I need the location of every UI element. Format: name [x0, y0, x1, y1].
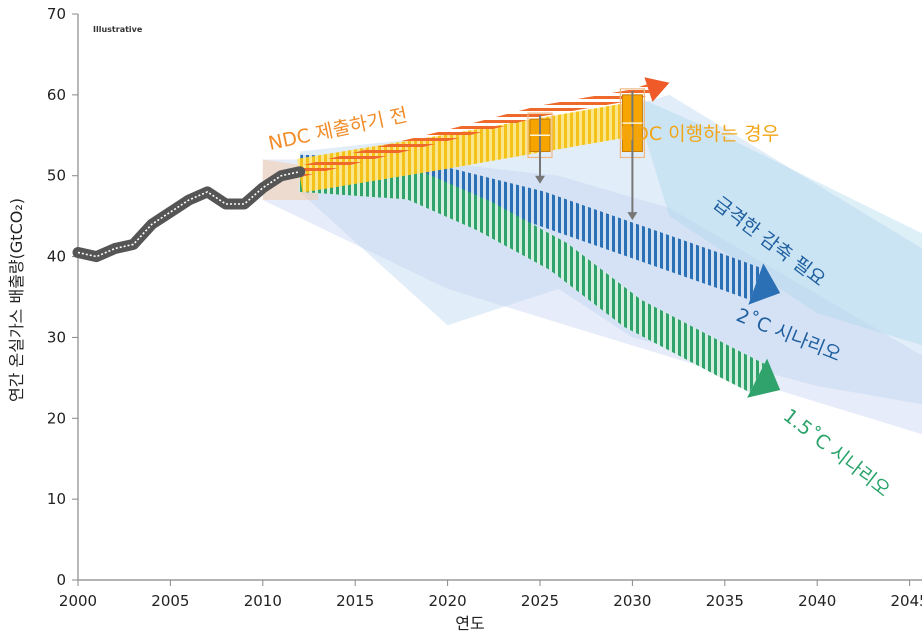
ndc-reduction-arrowhead — [627, 212, 638, 221]
y-tick-label: 40 — [47, 248, 66, 266]
x-tick-label: 2025 — [521, 592, 559, 610]
x-tick-label: 2005 — [151, 592, 189, 610]
historical-line — [77, 170, 300, 258]
pathway-rapid-head — [748, 263, 781, 305]
x-tick-label: 2000 — [59, 592, 97, 610]
x-axis-title: 연도 — [455, 614, 484, 633]
x-tick-label: 2020 — [429, 592, 467, 610]
y-tick-label: 50 — [47, 167, 66, 185]
historical-emissions — [72, 166, 306, 263]
pathway-1-5c-head — [747, 358, 781, 398]
y-axis-title: 연간 온실가스 배출량(GtCO₂) — [7, 198, 26, 402]
x-tick-label: 2015 — [336, 592, 374, 610]
band-rapid-range — [632, 94, 922, 346]
x-tick-label: 2045 — [891, 592, 922, 610]
x-tick-label: 2035 — [706, 592, 744, 610]
annotation-ndc: NDC 이행하는 경우 — [620, 123, 779, 145]
pathway-pre-ndc-body — [298, 84, 651, 177]
pathway-1-5c-body — [298, 159, 765, 393]
small-illustrative-label: Illustrative — [93, 25, 143, 34]
x-tick-label: 2010 — [244, 592, 282, 610]
ndc-range-markers — [527, 88, 646, 221]
y-tick-label: 60 — [47, 86, 66, 104]
y-tick-label: 10 — [47, 490, 66, 508]
y-tick-label: 30 — [47, 328, 66, 346]
historical-band — [72, 166, 306, 263]
pathway-pre-ndc-head — [644, 77, 670, 102]
x-tick-label: 2030 — [613, 592, 651, 610]
x-tick-label: 2040 — [798, 592, 836, 610]
ndc-reduction-arrowhead — [535, 175, 545, 184]
y-ticks: 0 10 20 30 40 50 60 70 — [47, 5, 78, 589]
y-tick-label: 0 — [56, 571, 66, 589]
y-tick-label: 20 — [47, 409, 66, 427]
y-tick-label: 70 — [47, 5, 66, 23]
x-ticks: 2000 2005 2010 2015 2020 2025 2030 2035 2040 2045 — [59, 580, 922, 610]
